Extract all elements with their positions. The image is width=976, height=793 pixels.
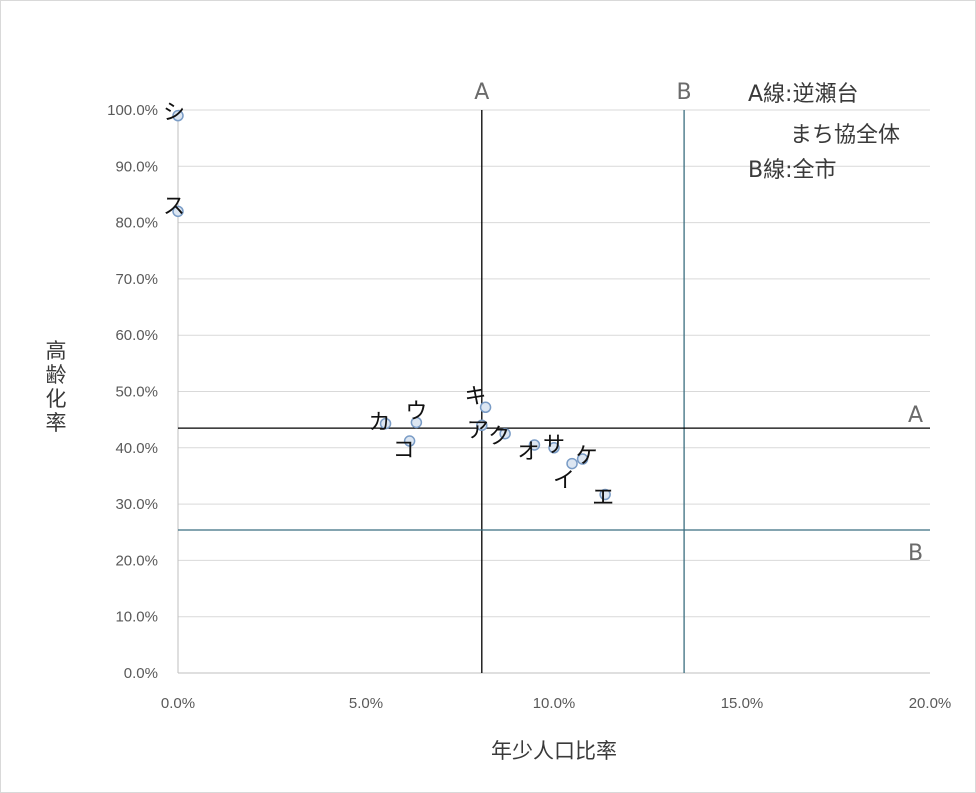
point-label: ス bbox=[163, 194, 185, 219]
data-point bbox=[548, 442, 560, 454]
data-point bbox=[566, 457, 578, 470]
legend-line-3: B線:全市 bbox=[748, 158, 837, 183]
y-tick-label: 50.0% bbox=[115, 384, 158, 401]
point-label: ウ bbox=[405, 399, 427, 424]
data-point bbox=[528, 439, 541, 451]
legend-line-2: まち協全体 bbox=[790, 123, 900, 148]
data-point bbox=[479, 401, 492, 414]
y-tick-label: 90.0% bbox=[115, 158, 158, 175]
y-tick-label: 40.0% bbox=[115, 440, 158, 457]
x-axis-title: 年少人口比率 bbox=[491, 739, 617, 763]
x-tick-label: 0.0% bbox=[161, 695, 195, 712]
point-label: ア bbox=[467, 418, 489, 443]
x-tick-label: 20.0% bbox=[909, 695, 952, 712]
data-point bbox=[476, 419, 488, 432]
legend-line-1: A線:逆瀬台 bbox=[748, 82, 858, 107]
y-tick-label: 10.0% bbox=[115, 609, 158, 626]
point-label: エ bbox=[592, 486, 614, 511]
data-point bbox=[576, 453, 589, 465]
point-label: キ bbox=[465, 384, 487, 409]
data-point bbox=[172, 205, 184, 218]
point-labels: アイ ウエ オ カ キクケ コ サ シス bbox=[163, 101, 614, 511]
y-tick-label: 20.0% bbox=[115, 552, 158, 569]
gridlines bbox=[178, 109, 930, 618]
y-tick-label: 100.0% bbox=[107, 102, 158, 119]
point-label: サ bbox=[543, 433, 565, 458]
legend-annotation: A線:逆瀬台 まち協全体 B線:全市 bbox=[748, 82, 900, 183]
data-point bbox=[410, 416, 423, 429]
point-label: ケ bbox=[576, 444, 598, 469]
point-label: ク bbox=[488, 425, 510, 450]
data-point bbox=[172, 109, 184, 122]
point-label: イ bbox=[553, 469, 575, 494]
data-points bbox=[172, 109, 611, 501]
data-point bbox=[379, 417, 392, 430]
y-tick-label: 70.0% bbox=[115, 271, 158, 288]
y-axis-title: 高齢化率 bbox=[46, 339, 67, 435]
vertical-line-a-label: A bbox=[474, 80, 489, 105]
data-point bbox=[403, 435, 416, 447]
x-tick-label: 15.0% bbox=[721, 695, 764, 712]
y-tick-label: 30.0% bbox=[115, 496, 158, 513]
data-point bbox=[599, 488, 611, 501]
point-label: オ bbox=[517, 440, 539, 465]
y-tick-label: 60.0% bbox=[115, 327, 158, 344]
y-tick-label: 80.0% bbox=[115, 215, 158, 232]
horizontal-line-a-label: A bbox=[908, 403, 923, 428]
point-label: シ bbox=[163, 101, 185, 126]
data-point bbox=[499, 427, 511, 440]
point-label: コ bbox=[393, 438, 415, 463]
horizontal-line-b-label: B bbox=[908, 541, 923, 566]
vertical-line-b-label: B bbox=[677, 80, 692, 105]
x-tick-label: 5.0% bbox=[349, 695, 383, 712]
x-tick-label: 10.0% bbox=[533, 695, 576, 712]
point-label: カ bbox=[369, 411, 391, 436]
axes: 0.0% 10.0% 20.0% 30.0% 40.0% 50.0% 60.0% 70.0% 8… bbox=[107, 102, 951, 712]
y-tick-label: 0.0% bbox=[124, 665, 158, 682]
reference-lines bbox=[178, 110, 930, 673]
